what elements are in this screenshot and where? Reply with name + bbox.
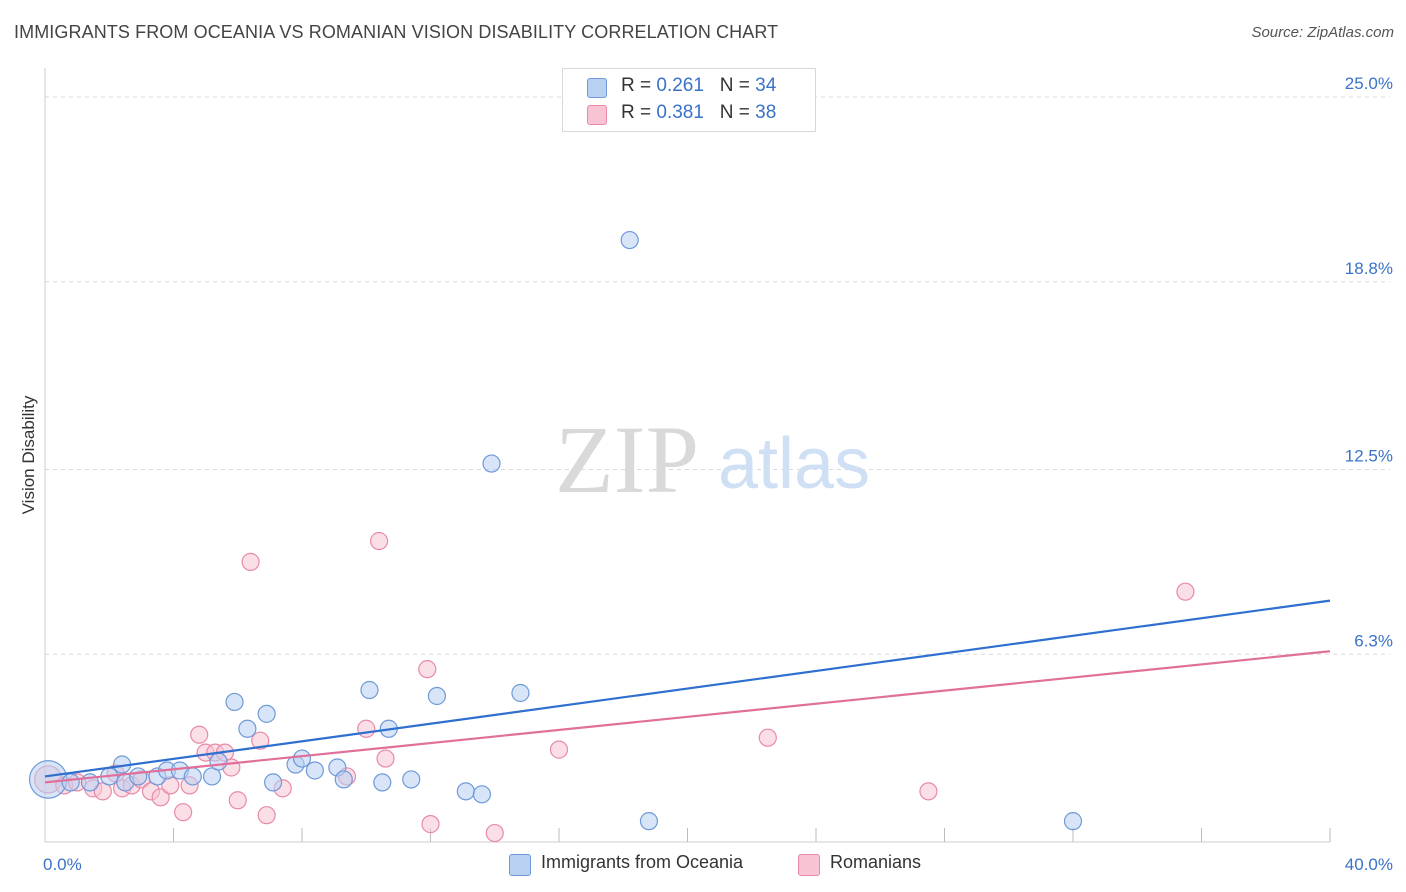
romanians-swatch xyxy=(587,105,607,125)
oceania-point xyxy=(402,770,421,789)
romanians-point xyxy=(919,782,938,801)
n-label: N = xyxy=(719,75,756,96)
oceania-point xyxy=(225,692,244,712)
romanians-point xyxy=(1176,582,1195,601)
r-label: R = xyxy=(621,102,657,123)
oceania-point xyxy=(61,773,80,792)
romanians-legend-swatch xyxy=(798,854,820,876)
oceania-point xyxy=(1063,812,1083,831)
romanians-point xyxy=(228,791,247,810)
romanians-point xyxy=(758,728,777,747)
oceania-point xyxy=(360,680,379,700)
romanians-points xyxy=(34,531,1195,843)
chart-title: IMMIGRANTS FROM OCEANIA VS ROMANIAN VISI… xyxy=(14,22,779,42)
y-tick-label: 18.8% xyxy=(1345,259,1393,278)
romanians-point xyxy=(357,719,376,738)
n-value: 38 xyxy=(755,102,777,123)
oceania-point xyxy=(28,760,68,799)
oceania-point xyxy=(472,785,491,804)
watermark: ZIP atlas xyxy=(555,406,870,513)
watermark-atlas: atlas xyxy=(718,424,870,504)
romanians-point xyxy=(485,823,504,843)
oceania-point xyxy=(263,773,283,792)
oceania-point xyxy=(511,683,530,703)
romanians-point xyxy=(151,788,170,807)
oceania-point xyxy=(183,767,202,786)
oceania-point xyxy=(639,812,659,831)
oceania-legend-swatch xyxy=(509,854,531,876)
oceania-point xyxy=(292,749,312,768)
oceania-points xyxy=(28,230,1083,831)
r-label: R = xyxy=(621,75,657,96)
oceania-point xyxy=(305,761,324,780)
x-tick-label: 0.0% xyxy=(43,855,82,874)
tick-labels: 6.3% 12.5% 18.8% 25.0% 0.0% 40.0% xyxy=(43,74,1393,874)
oceania-point xyxy=(209,752,228,771)
gridlines xyxy=(45,96,1390,842)
watermark-zip: ZIP xyxy=(555,406,699,513)
axes xyxy=(44,68,1330,843)
y-tick-label: 12.5% xyxy=(1345,447,1393,466)
y-axis-title: Vision Disability xyxy=(19,395,38,514)
r-value: 0.261 xyxy=(656,75,704,96)
oceania-point xyxy=(427,686,447,706)
y-tick-label: 6.3% xyxy=(1354,631,1393,650)
legend-label: Romanians xyxy=(830,852,922,872)
legend-label: Immigrants from Oceania xyxy=(541,852,744,872)
r-value: 0.381 xyxy=(656,102,704,123)
n-value: 34 xyxy=(755,75,777,96)
romanians-point xyxy=(251,731,270,750)
romanians-point xyxy=(421,815,440,834)
romanians-trend-line xyxy=(44,650,1331,784)
romanians-point xyxy=(174,803,193,822)
oceania-point xyxy=(482,454,501,473)
romanians-point xyxy=(241,552,260,571)
oceania-point xyxy=(129,767,148,786)
oceania-point xyxy=(456,782,475,801)
source-label: Source: ZipAtlas.com xyxy=(1251,24,1394,41)
oceania-point xyxy=(373,773,392,792)
trend-lines xyxy=(44,599,1331,784)
oceania-point xyxy=(620,230,639,250)
romanians-point xyxy=(376,749,395,768)
romanians-point xyxy=(549,740,569,759)
romanians-point xyxy=(370,531,389,551)
oceania-swatch xyxy=(587,78,607,98)
oceania-trend-line xyxy=(44,599,1331,778)
x-tick-label: 40.0% xyxy=(1345,855,1393,874)
romanians-point xyxy=(257,806,276,825)
romanians-point xyxy=(418,660,437,679)
n-label: N = xyxy=(719,102,756,123)
oceania-point xyxy=(334,770,353,789)
y-tick-label: 25.0% xyxy=(1345,74,1393,93)
oceania-point xyxy=(238,719,257,738)
oceania-point xyxy=(257,704,276,723)
stats-legend: R = 0.261 N = 34 R = 0.381 N = 38 xyxy=(562,68,816,132)
romanians-point xyxy=(190,725,209,744)
